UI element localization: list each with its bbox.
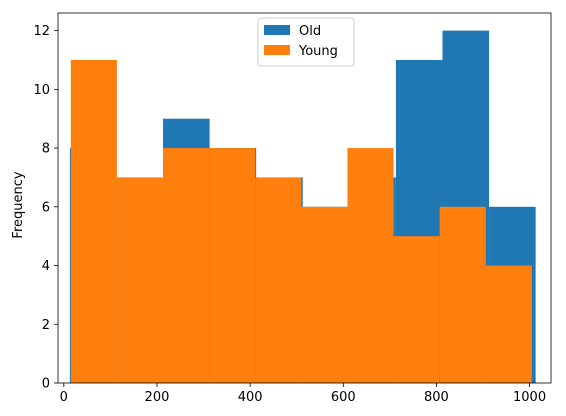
x-tick-label: 400 [238, 390, 263, 405]
young-bar-2 [116, 177, 164, 383]
young-bar-10 [485, 265, 532, 383]
y-axis-label: Frequency [11, 171, 26, 238]
axes-layer: 0 200 400 600 800 1000 0 2 4 6 8 10 12 [33, 12, 552, 405]
young-bar-9 [439, 206, 486, 383]
y-tick-label: 12 [33, 24, 50, 39]
young-bar-8 [393, 236, 440, 383]
x-tick-label: 1000 [513, 390, 546, 405]
x-tick-label: 800 [424, 390, 449, 405]
x-tick-label: 0 [60, 390, 68, 405]
legend-label-young: Young [298, 44, 338, 59]
legend-swatch-old [264, 25, 290, 35]
x-tick-label: 200 [145, 390, 170, 405]
x-tick-label: 600 [331, 390, 356, 405]
y-tick-label: 0 [42, 377, 50, 392]
legend-swatch-young [264, 45, 290, 55]
young-bar-1 [70, 59, 117, 383]
legend: Old Young [257, 17, 355, 67]
young-bar-4 [209, 148, 256, 383]
y-tick-label: 8 [42, 142, 50, 157]
young-bar-5 [255, 177, 302, 383]
legend-label-old: Old [299, 24, 321, 39]
y-tick-label: 2 [42, 318, 50, 333]
plot-frame [57, 12, 552, 384]
young-bar-7 [347, 148, 394, 383]
young-bar-6 [301, 206, 348, 383]
y-tick-label: 6 [42, 200, 50, 215]
y-tick-label: 4 [42, 259, 50, 274]
young-bar-3 [163, 148, 210, 383]
bars-layer [69, 30, 536, 383]
y-tick-label: 10 [33, 83, 50, 98]
